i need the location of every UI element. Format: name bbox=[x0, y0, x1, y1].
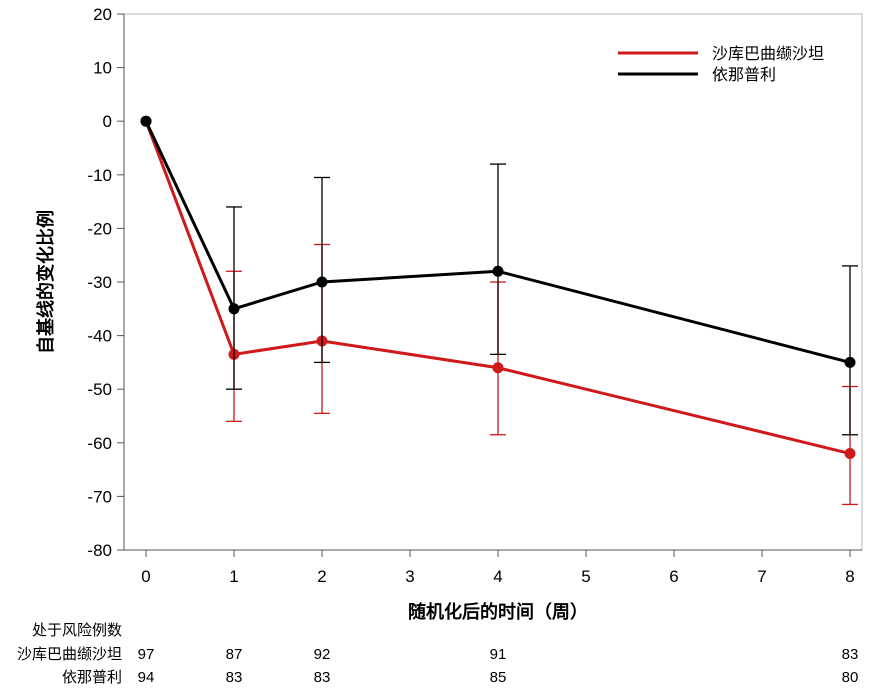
data-point bbox=[492, 265, 504, 277]
risk-count: 80 bbox=[842, 669, 859, 686]
y-tick-label: -10 bbox=[87, 166, 112, 185]
x-tick-label: 5 bbox=[581, 567, 590, 586]
y-axis-title: 自基线的变化比例 bbox=[35, 210, 57, 354]
legend-label: 沙库巴曲缬沙坦 bbox=[712, 44, 824, 63]
y-tick-label: 10 bbox=[93, 59, 112, 78]
y-tick-label: -50 bbox=[87, 380, 112, 399]
y-tick-label: 0 bbox=[103, 112, 112, 131]
y-tick-label: -60 bbox=[87, 434, 112, 453]
risk-count: 94 bbox=[138, 669, 155, 686]
x-tick-label: 2 bbox=[317, 567, 326, 586]
risk-row-label: 沙库巴曲缬沙坦 bbox=[17, 645, 122, 663]
y-tick-label: -30 bbox=[87, 273, 112, 292]
data-point bbox=[844, 356, 856, 368]
series-sacubitril-valsartan bbox=[140, 115, 858, 506]
y-tick-label: -70 bbox=[87, 487, 112, 506]
legend-label: 依那普利 bbox=[712, 65, 776, 84]
risk-count: 83 bbox=[842, 646, 859, 663]
y-tick-label: -40 bbox=[87, 327, 112, 346]
y-tick-label: -80 bbox=[87, 541, 112, 560]
x-tick-label: 4 bbox=[493, 567, 502, 586]
risk-count: 97 bbox=[138, 646, 155, 663]
x-tick-label: 1 bbox=[229, 567, 238, 586]
data-point bbox=[316, 276, 328, 288]
x-tick-label: 6 bbox=[669, 567, 678, 586]
y-tick-label: 20 bbox=[93, 5, 112, 24]
risk-row-label: 依那普利 bbox=[62, 668, 122, 686]
risk-count: 91 bbox=[490, 646, 507, 663]
data-point bbox=[140, 115, 152, 127]
risk-table-title: 处于风险例数 bbox=[32, 621, 122, 639]
data-point bbox=[844, 448, 856, 460]
risk-count: 87 bbox=[226, 646, 243, 663]
x-tick-label: 7 bbox=[757, 567, 766, 586]
x-tick-label: 8 bbox=[845, 567, 854, 586]
x-tick-label: 0 bbox=[141, 567, 150, 586]
risk-count: 83 bbox=[314, 669, 331, 686]
risk-count: 92 bbox=[314, 646, 331, 663]
risk-count: 83 bbox=[226, 669, 243, 686]
y-tick-label: -20 bbox=[87, 219, 112, 238]
data-point bbox=[492, 362, 504, 374]
data-point bbox=[228, 303, 240, 315]
x-axis-title: 随机化后的时间（周） bbox=[408, 601, 588, 623]
x-tick-label: 3 bbox=[405, 567, 414, 586]
series-enalapril bbox=[140, 115, 858, 436]
risk-count: 85 bbox=[490, 669, 507, 686]
